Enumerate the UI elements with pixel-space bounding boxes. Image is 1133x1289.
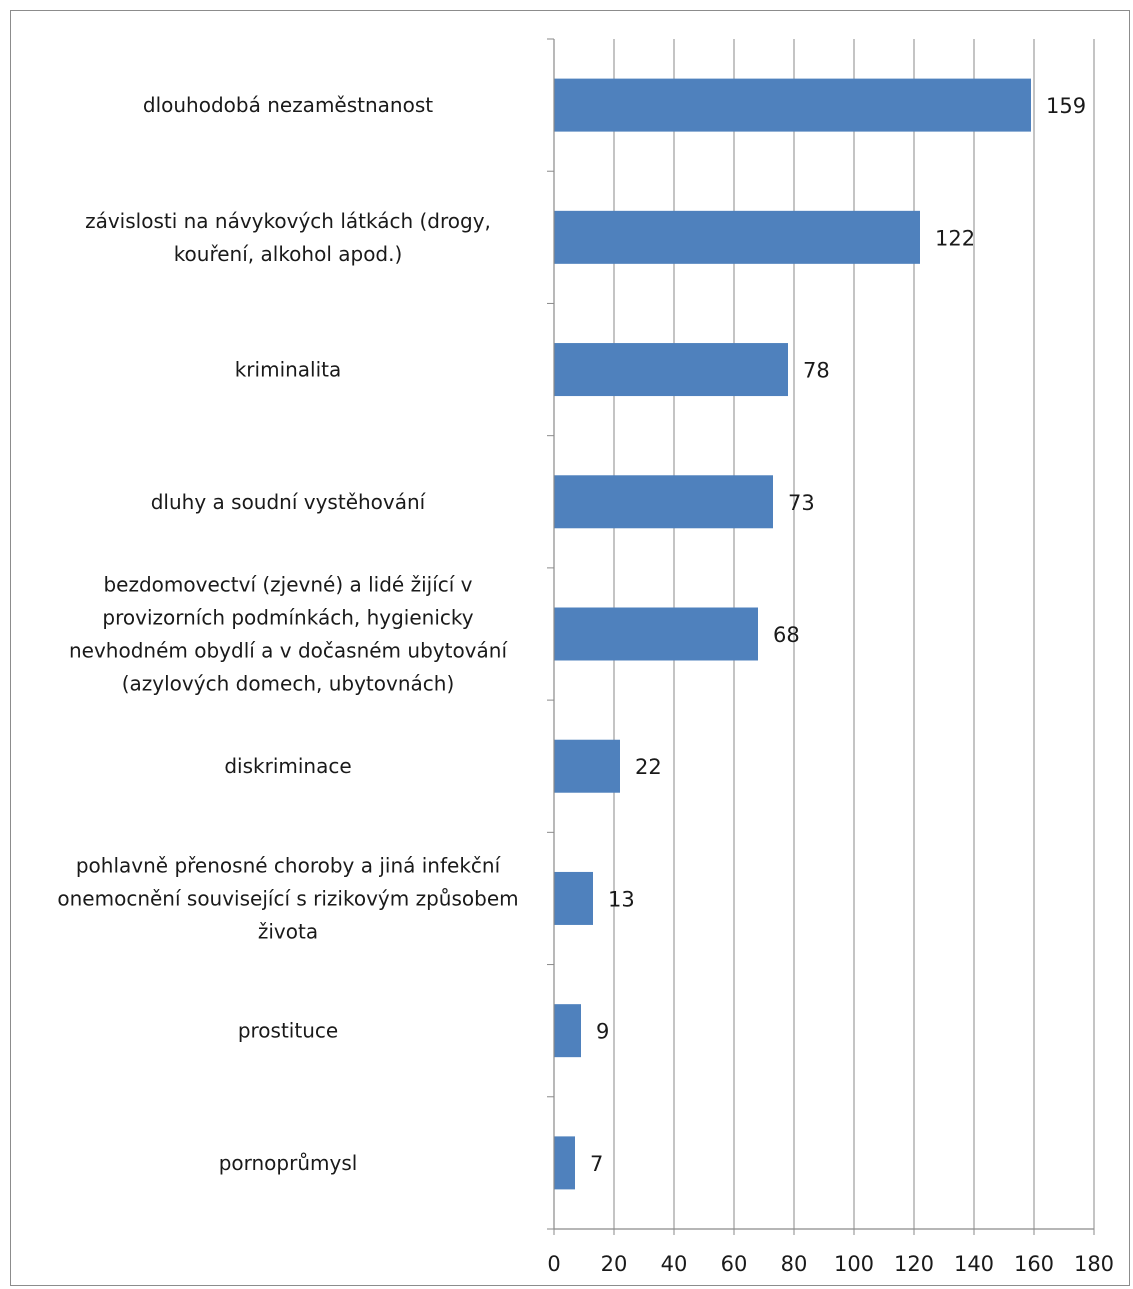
x-tick-label: 40 xyxy=(661,1252,688,1276)
data-label: 9 xyxy=(596,1020,609,1044)
bar xyxy=(554,871,593,925)
data-label: 78 xyxy=(803,359,830,383)
axes xyxy=(547,38,1095,1235)
bars xyxy=(554,78,1031,1190)
category-label-line: pohlavně přenosné choroby a jiná infekčn… xyxy=(76,853,502,877)
data-label: 122 xyxy=(935,226,975,250)
bar xyxy=(554,210,920,264)
bar xyxy=(554,739,620,793)
data-label: 159 xyxy=(1046,94,1086,118)
x-tick-label: 160 xyxy=(1014,1252,1054,1276)
x-tick-label: 120 xyxy=(894,1252,934,1276)
bar xyxy=(554,1004,581,1058)
category-label-line: diskriminace xyxy=(224,754,351,778)
bar xyxy=(554,475,773,529)
category-label: závislosti na návykových látkách (drogy,… xyxy=(85,209,491,266)
data-label: 73 xyxy=(788,491,815,515)
category-label: dluhy a soudní vystěhování xyxy=(151,490,427,514)
category-label-line: dluhy a soudní vystěhování xyxy=(151,490,427,514)
bar-chart: 0 20 40 60 80 100 120 140 160 180 159 dlouhodobá ne… xyxy=(57,38,1114,1276)
category-label-line: pornoprůmysl xyxy=(219,1151,358,1175)
category-label-line: kouření, alkohol apod.) xyxy=(174,242,403,266)
chart-frame: 0 20 40 60 80 100 120 140 160 180 159 dlouhodobá ne… xyxy=(10,10,1130,1286)
category-label-line: závislosti na návykových látkách (drogy, xyxy=(85,209,491,233)
data-label: 7 xyxy=(590,1152,603,1176)
category-label-line: kriminalita xyxy=(235,358,342,382)
category-label: bezdomovectví (zjevné) a lidé žijící v pr… xyxy=(69,573,508,696)
x-tick-label: 180 xyxy=(1074,1252,1114,1276)
bar xyxy=(554,607,758,661)
category-label-line: prostituce xyxy=(238,1019,338,1043)
category-label-line: dlouhodobá nezaměstnanost xyxy=(143,93,433,117)
x-tick-label: 100 xyxy=(834,1252,874,1276)
bar xyxy=(554,1136,575,1190)
category-label-line: provizorních podmínkách, hygienicky xyxy=(102,606,473,630)
x-tick-label: 20 xyxy=(601,1252,628,1276)
category-label: dlouhodobá nezaměstnanost xyxy=(143,93,433,117)
category-label-line: bezdomovectví (zjevné) a lidé žijící v xyxy=(103,573,472,597)
category-label: pornoprůmysl xyxy=(219,1151,358,1175)
category-label: prostituce xyxy=(238,1019,338,1043)
x-tick-label: 60 xyxy=(721,1252,748,1276)
data-label: 22 xyxy=(635,755,662,779)
category-label-line: onemocnění související s rizikovým způso… xyxy=(57,886,518,910)
data-label: 68 xyxy=(773,623,800,647)
x-tick-label: 80 xyxy=(781,1252,808,1276)
category-label-line: (azylových domech, ubytovnách) xyxy=(122,672,455,696)
category-label: pohlavně přenosné choroby a jiná infekčn… xyxy=(57,853,518,943)
category-label: kriminalita xyxy=(235,358,342,382)
category-label: diskriminace xyxy=(224,754,351,778)
data-label: 13 xyxy=(608,887,635,911)
x-tick-label: 140 xyxy=(954,1252,994,1276)
bar xyxy=(554,78,1031,132)
category-label-line: nevhodném obydlí a v dočasném ubytování xyxy=(69,639,508,663)
labels: 0 20 40 60 80 100 120 140 160 180 159 dlouhodobá ne… xyxy=(57,93,1114,1276)
x-tick-label: 0 xyxy=(547,1252,560,1276)
bar xyxy=(554,343,788,397)
category-label-line: života xyxy=(258,919,318,943)
